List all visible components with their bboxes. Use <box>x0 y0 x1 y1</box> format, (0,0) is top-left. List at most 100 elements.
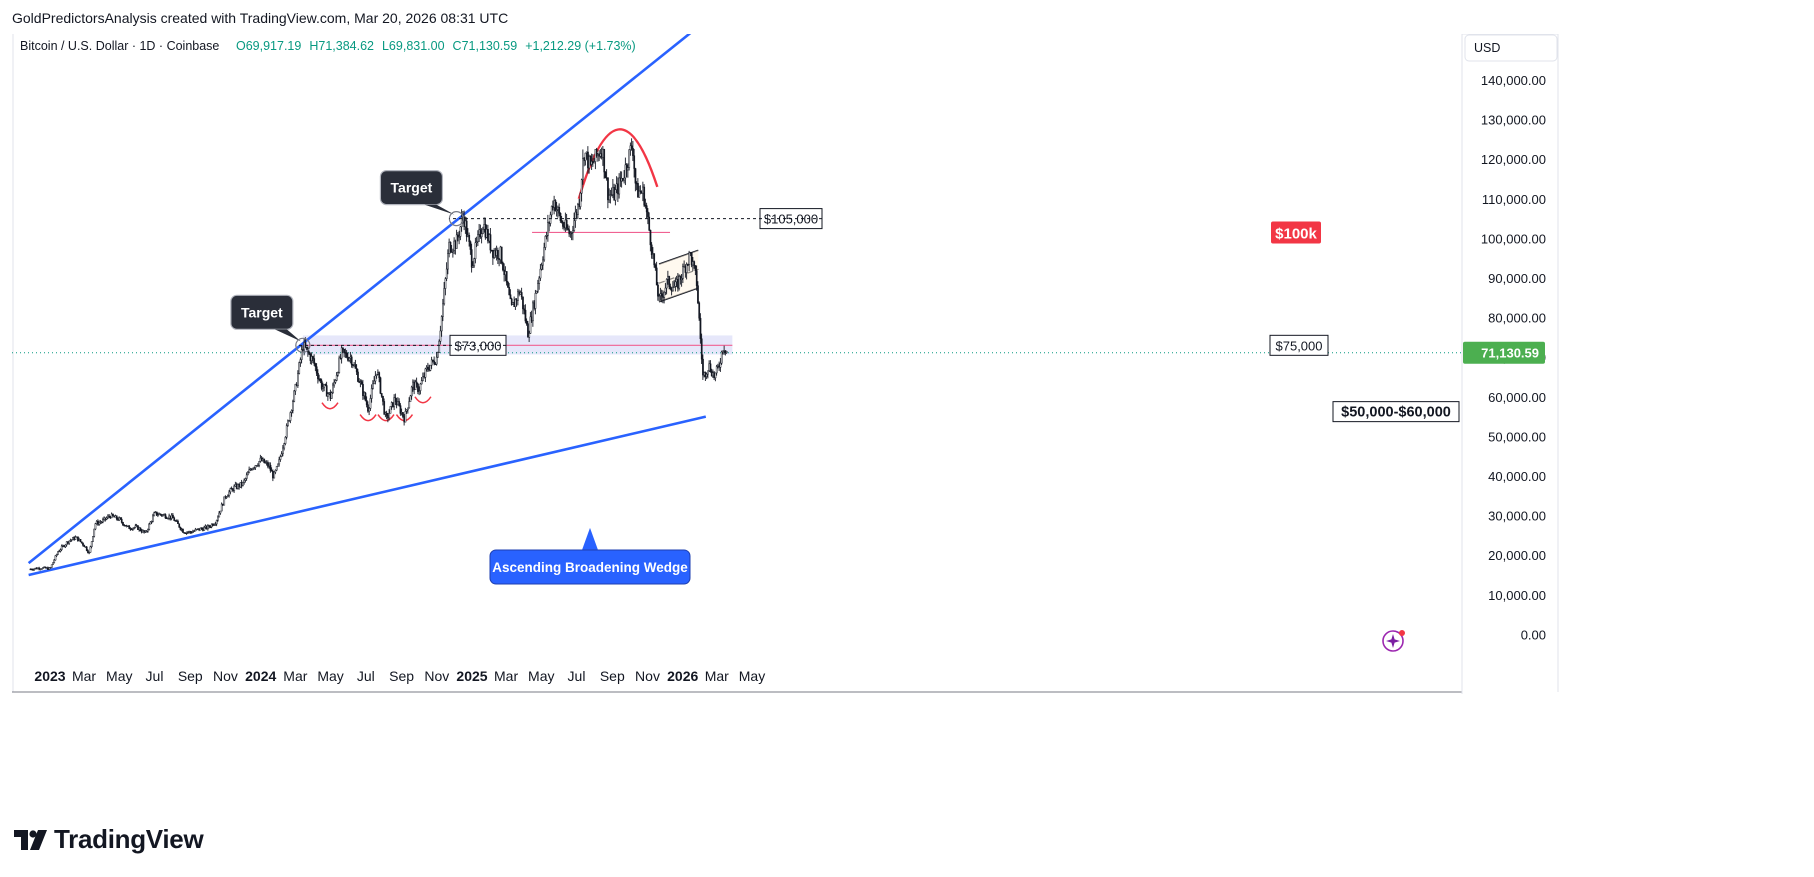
price-candle <box>282 445 284 457</box>
change-value: +1,212.29 (+1.73%) <box>525 39 636 53</box>
price-candle <box>497 247 499 265</box>
price-candle <box>40 568 43 570</box>
price-candle <box>562 220 564 230</box>
price-candle <box>577 202 579 220</box>
price-candle <box>122 521 124 526</box>
price-candle <box>360 379 363 385</box>
low-value: L69,831.00 <box>382 39 445 53</box>
price-candle <box>85 546 88 552</box>
wedge-callout[interactable]: Ascending Broadening Wedge <box>489 527 691 585</box>
time-tick-label: Jul <box>146 668 164 684</box>
chart-frame[interactable]: Target $73,000 Target $105,000 $100k $75,000 $… <box>12 27 1802 834</box>
assistant-sparkle-icon[interactable] <box>1382 630 1405 652</box>
price-candle <box>319 378 322 384</box>
price-candle <box>207 524 209 531</box>
symbol-title: Bitcoin / U.S. Dollar · 1D · Coinbase <box>20 39 219 53</box>
price-label-73000[interactable]: $73,000 <box>449 334 507 356</box>
price-candle <box>147 528 149 533</box>
price-label-73000-text: $73,000 <box>455 338 502 353</box>
price-candle <box>322 382 324 393</box>
price-candle <box>544 235 547 251</box>
price-candle <box>58 549 61 553</box>
price-candle <box>364 391 367 402</box>
price-candle <box>299 357 302 367</box>
price-candle <box>460 209 463 232</box>
price-candle <box>680 273 683 287</box>
wedge-upper-line[interactable] <box>27 27 697 565</box>
time-axis[interactable]: 2023 Mar May Jul Sep Nov 2024 Mar May Jul Sep Nov 20… <box>34 668 765 684</box>
price-candle <box>280 451 283 458</box>
price-candle <box>420 376 423 385</box>
badge-100k[interactable]: $100k <box>1271 221 1321 244</box>
price-candle <box>657 282 659 301</box>
price-candle <box>393 394 396 411</box>
price-candle <box>254 465 257 470</box>
price-candle <box>682 263 684 284</box>
last-price-tag[interactable]: 71,130.59 <box>1463 341 1545 364</box>
price-label-50000-60000[interactable]: $50,000-$60,000 <box>1332 401 1460 423</box>
price-candle <box>59 548 62 553</box>
price-candle <box>132 527 134 531</box>
price-candle <box>189 530 192 534</box>
price-candle <box>69 538 72 543</box>
tradingview-logo-text: TradingView <box>54 824 204 854</box>
price-candle <box>90 541 93 549</box>
price-candle <box>57 551 59 555</box>
price-tick-label: 10,000.00 <box>1488 588 1546 603</box>
price-candle <box>334 379 337 385</box>
price-candle <box>373 376 376 385</box>
price-tick-label: 100,000.00 <box>1481 231 1546 246</box>
price-candle <box>409 394 412 402</box>
price-candle <box>705 372 708 380</box>
price-tick-label: 130,000.00 <box>1481 113 1546 128</box>
candles-layer <box>29 138 728 571</box>
price-candle <box>53 559 56 564</box>
price-label-75000[interactable]: $75,000 <box>1269 334 1329 356</box>
currency-selector[interactable]: USD <box>1464 34 1558 62</box>
price-candle <box>664 283 667 296</box>
target-callout-0[interactable]: Target <box>230 294 311 353</box>
price-candle <box>217 515 219 522</box>
price-candle <box>524 304 527 324</box>
last-price-value: 71,130.59 <box>1481 346 1539 361</box>
price-candle <box>422 372 424 382</box>
price-axis[interactable]: 140,000.00 130,000.00 120,000.00 110,000.00… <box>1463 73 1546 642</box>
price-chart[interactable]: Target$73,000Target$105,000$100k$75,000$… <box>12 27 1802 834</box>
price-candle <box>244 477 247 483</box>
price-candle <box>74 535 77 541</box>
price-candle <box>93 528 96 538</box>
price-candle <box>695 265 698 291</box>
price-candle <box>398 398 401 407</box>
price-candle <box>633 148 636 178</box>
price-candle <box>382 395 384 406</box>
price-candle <box>83 544 86 547</box>
target-callout-1[interactable]: Target <box>379 170 465 227</box>
bottom-arc <box>377 414 395 422</box>
price-candle <box>523 304 526 315</box>
price-candle <box>439 325 442 345</box>
price-candle <box>133 527 136 530</box>
tradingview-logo[interactable]: TradingView <box>14 824 204 855</box>
price-candle <box>650 242 653 259</box>
price-candle <box>610 187 613 197</box>
price-candle <box>655 261 658 286</box>
price-candle <box>414 379 417 391</box>
price-candle <box>699 313 702 344</box>
price-candle <box>534 289 537 315</box>
price-candle <box>693 260 696 269</box>
price-candle <box>330 391 333 399</box>
price-candle <box>608 188 611 204</box>
price-candle <box>623 170 626 184</box>
rounding-top-arc[interactable] <box>577 128 659 200</box>
price-candle <box>257 463 259 467</box>
price-candle <box>324 383 327 387</box>
price-candle <box>527 320 529 338</box>
time-tick-label: May <box>106 668 132 684</box>
price-candle <box>33 568 36 571</box>
price-candle <box>537 279 539 293</box>
price-candle <box>514 298 517 310</box>
price-candle <box>128 524 131 529</box>
price-candle <box>252 467 254 471</box>
price-candle <box>517 288 519 306</box>
wedge-lower-line[interactable] <box>28 415 707 577</box>
